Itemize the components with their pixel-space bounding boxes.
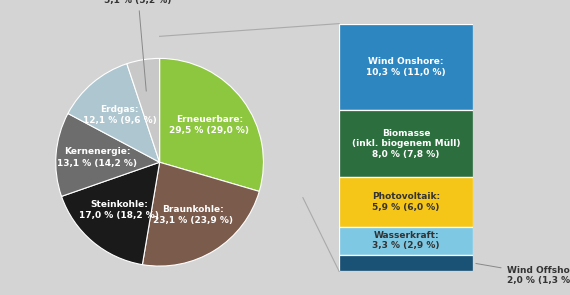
Text: Photovoltaik:
5,9 % (6,0 %): Photovoltaik: 5,9 % (6,0 %): [372, 192, 440, 212]
Text: Öl + Sonstige:
5,1 % (5,2 %): Öl + Sonstige: 5,1 % (5,2 %): [101, 0, 174, 91]
Bar: [339, 177, 473, 227]
Wedge shape: [160, 58, 263, 191]
Wedge shape: [142, 162, 259, 266]
Text: Steinkohle:
17,0 % (18,2 %): Steinkohle: 17,0 % (18,2 %): [79, 200, 160, 220]
Wedge shape: [68, 64, 160, 162]
Text: Wind Offshore:
2,0 % (1,3 %): Wind Offshore: 2,0 % (1,3 %): [476, 263, 570, 285]
Bar: [339, 110, 473, 177]
Text: Biomasse
(inkl. biogenem Müll)
8,0 % (7,8 %): Biomasse (inkl. biogenem Müll) 8,0 % (7,…: [352, 129, 461, 159]
Text: Erneuerbare:
29,5 % (29,0 %): Erneuerbare: 29,5 % (29,0 %): [169, 115, 250, 135]
Wedge shape: [62, 162, 160, 265]
Bar: [339, 227, 473, 255]
Bar: [339, 24, 473, 110]
Wedge shape: [56, 114, 160, 196]
Text: Erdgas:
12,1 % (9,6 %): Erdgas: 12,1 % (9,6 %): [83, 105, 156, 125]
Bar: [339, 255, 473, 271]
Text: Wind Onshore:
10,3 % (11,0 %): Wind Onshore: 10,3 % (11,0 %): [367, 57, 446, 77]
Text: Braunkohle:
23,1 % (23,9 %): Braunkohle: 23,1 % (23,9 %): [153, 205, 233, 225]
Text: Wasserkraft:
3,3 % (2,9 %): Wasserkraft: 3,3 % (2,9 %): [372, 231, 440, 250]
Wedge shape: [127, 58, 160, 162]
Text: Kernenergie:
13,1 % (14,2 %): Kernenergie: 13,1 % (14,2 %): [58, 148, 137, 168]
